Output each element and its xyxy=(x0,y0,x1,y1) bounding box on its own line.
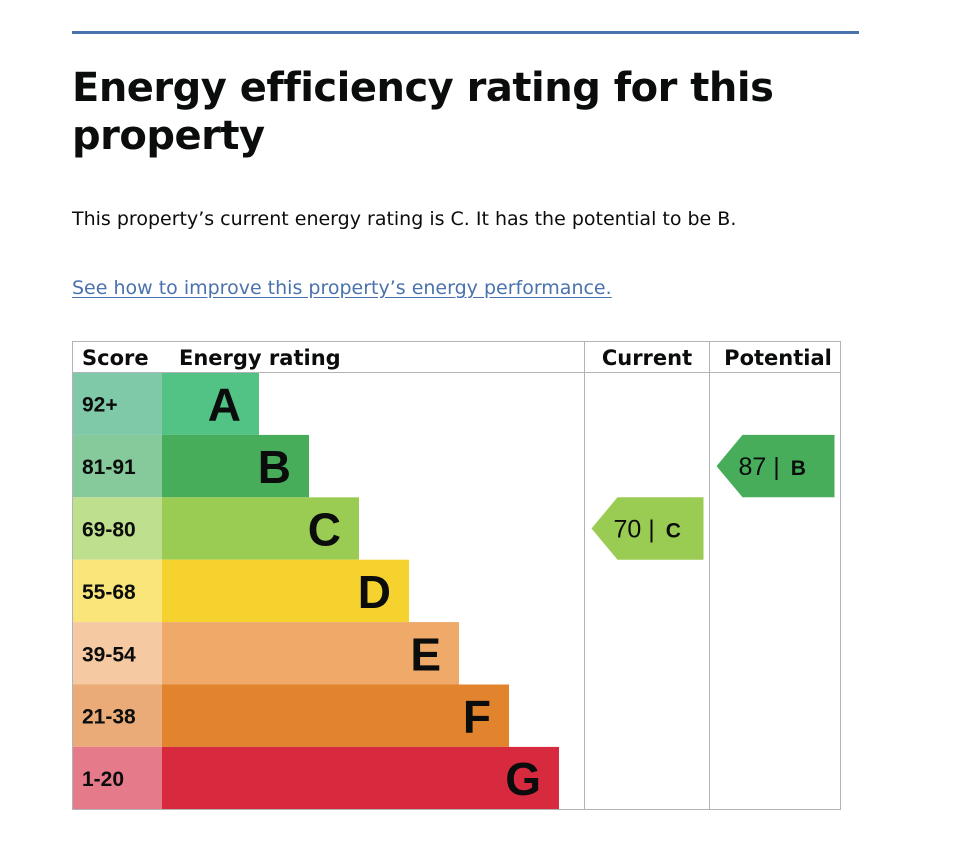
rating-letter-a: A xyxy=(208,379,241,431)
band-row-f: 21-38 F xyxy=(72,684,509,747)
rating-bar-b xyxy=(162,434,309,498)
score-cell-d xyxy=(72,559,162,623)
potential-rating-tag: 87 | B xyxy=(716,434,835,498)
score-label-g: 1-20 xyxy=(82,768,124,791)
rating-letter-e: E xyxy=(410,628,441,680)
rating-bar-e xyxy=(162,622,459,685)
rating-letter-c: C xyxy=(308,504,341,556)
band-row-g: 1-20 G xyxy=(72,746,559,810)
band-row-d: 55-68 D xyxy=(72,559,409,623)
score-cell-c xyxy=(72,497,162,560)
rating-letter-b: B xyxy=(258,441,291,493)
band-row-a: 92+ A xyxy=(72,372,259,435)
band-row-e: 39-54 E xyxy=(72,622,459,685)
rating-bar-c xyxy=(162,497,359,560)
score-cell-e xyxy=(72,622,162,685)
page-title: Energy efficiency rating for this proper… xyxy=(72,65,774,159)
score-cell-f xyxy=(72,684,162,747)
score-label-b: 81-91 xyxy=(82,456,136,479)
rating-letter-d: D xyxy=(358,566,391,618)
score-label-c: 69-80 xyxy=(82,519,136,542)
header-energy-rating: Energy rating xyxy=(179,346,341,370)
header-current: Current xyxy=(602,346,692,370)
score-cell-g xyxy=(72,746,162,810)
header-score: Score xyxy=(82,346,149,370)
rating-bar-f xyxy=(162,684,509,747)
score-label-d: 55-68 xyxy=(82,581,136,604)
band-row-c: 69-80 C xyxy=(72,497,359,560)
rating-bar-g xyxy=(162,746,559,810)
potential-rating-tag-value: 87 | B xyxy=(739,453,806,481)
score-cell-a xyxy=(72,372,162,435)
potential-rating-tag-arrow xyxy=(716,434,835,498)
current-rating-tag: 70 | C xyxy=(591,497,704,560)
score-label-a: 92+ xyxy=(82,394,118,417)
score-cell-b xyxy=(72,434,162,498)
score-label-f: 21-38 xyxy=(82,706,136,729)
rating-summary: This property’s current energy rating is… xyxy=(72,208,737,230)
rating-letter-g: G xyxy=(505,753,541,805)
improve-performance-link[interactable]: See how to improve this property’s energ… xyxy=(72,277,612,299)
score-label-e: 39-54 xyxy=(82,643,136,666)
current-rating-tag-value: 70 | C xyxy=(614,516,681,544)
table-border xyxy=(72,341,841,810)
top-divider xyxy=(72,31,859,34)
rating-bar-d xyxy=(162,559,409,623)
band-row-b: 81-91 B xyxy=(72,434,309,498)
rating-bar-a xyxy=(162,372,259,435)
current-rating-tag-arrow xyxy=(591,497,704,560)
header-potential: Potential xyxy=(724,346,832,370)
rating-letter-f: F xyxy=(463,691,491,743)
